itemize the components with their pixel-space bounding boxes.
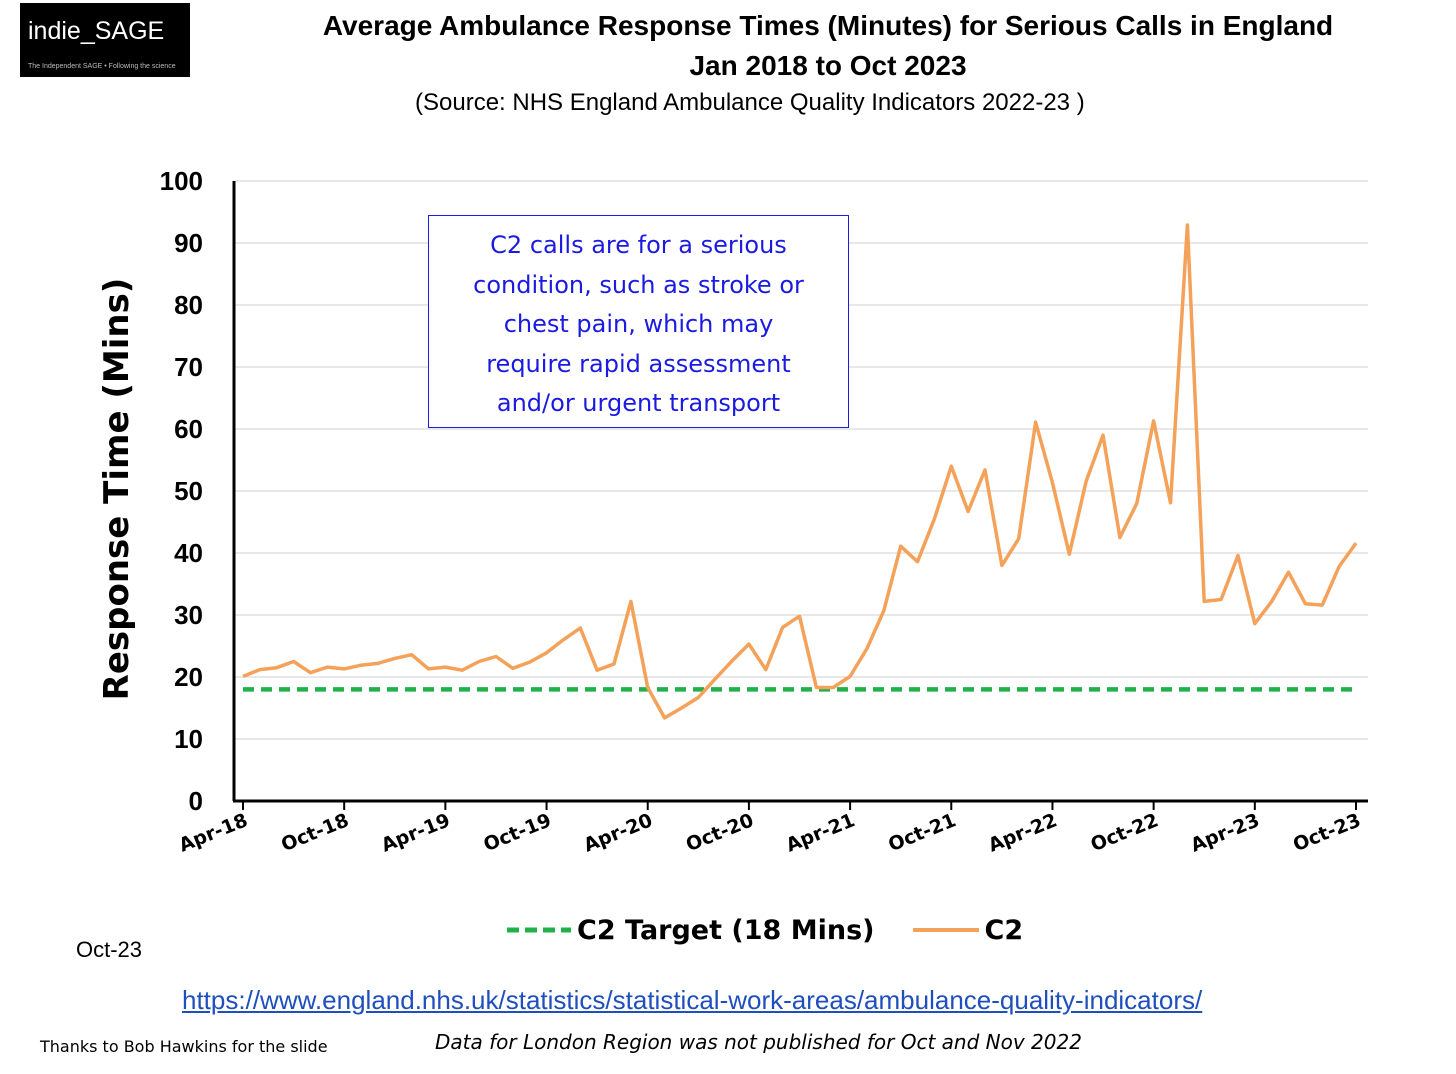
legend-label-c2: C2 bbox=[984, 914, 1024, 946]
x-tick-labels: Apr-18 Oct-18 Apr-19 Oct-19 Apr-20 Oct-20 Apr-… bbox=[176, 801, 1364, 857]
legend-swatch-c2 bbox=[912, 928, 979, 932]
y-tick-label: 80 bbox=[174, 290, 203, 320]
x-tick-label: Apr-23 bbox=[1188, 809, 1263, 856]
y-axis-title: Response Time (Mins) bbox=[97, 278, 137, 701]
indie-sage-logo: indie_SAGE The Independent SAGE • Follow… bbox=[20, 3, 190, 77]
legend-label-target: C2 Target (18 Mins) bbox=[577, 914, 875, 946]
y-tick-label: 20 bbox=[174, 662, 203, 692]
y-tick-label: 100 bbox=[160, 166, 203, 196]
latest-month-note: Oct-23 bbox=[76, 937, 143, 962]
x-tick-label: Oct-21 bbox=[885, 809, 959, 856]
x-tick-label: Oct-23 bbox=[1290, 809, 1364, 856]
x-tick-label: Apr-19 bbox=[378, 809, 453, 856]
y-tick-label: 10 bbox=[174, 724, 203, 754]
y-tick-label: 30 bbox=[174, 600, 203, 630]
slide-credit: Thanks to Bob Hawkins for the slide bbox=[40, 1037, 328, 1056]
x-tick-label: Apr-20 bbox=[581, 809, 656, 856]
london-data-footnote: Data for London Region was not published… bbox=[435, 1030, 1082, 1054]
c2-line bbox=[242, 223, 1358, 720]
x-tick-label: Oct-22 bbox=[1088, 809, 1162, 856]
x-tick-label: Oct-19 bbox=[481, 809, 555, 856]
y-tick-label: 40 bbox=[174, 538, 203, 568]
chart-subtitle: (Source: NHS England Ambulance Quality I… bbox=[415, 89, 1085, 116]
y-tick-label: 50 bbox=[174, 476, 203, 506]
axes bbox=[232, 181, 1368, 803]
callout-line: chest pain, which may bbox=[503, 310, 774, 338]
c2-definition-callout: C2 calls are for a serious condition, su… bbox=[428, 215, 849, 428]
callout-line: require rapid assessment bbox=[486, 349, 791, 378]
x-tick-label: Apr-18 bbox=[176, 809, 251, 856]
x-tick-label: Oct-18 bbox=[278, 809, 352, 856]
chart-title: Average Ambulance Response Times (Minute… bbox=[322, 10, 1334, 41]
callout-line: condition, such as stroke or bbox=[473, 270, 804, 299]
x-tick-label: Apr-22 bbox=[985, 809, 1060, 856]
y-tick-label: 60 bbox=[174, 414, 203, 444]
logo-tagline: The Independent SAGE • Following the sci… bbox=[28, 63, 176, 70]
y-tick-label: 70 bbox=[174, 352, 203, 382]
y-tick-label: 0 bbox=[189, 786, 203, 816]
y-tick-label: 90 bbox=[174, 228, 203, 258]
y-tick-labels: 0 10 20 30 40 50 60 70 80 90 100 bbox=[160, 166, 203, 816]
callout-line: C2 calls are for a serious bbox=[490, 231, 787, 259]
x-tick-label: Oct-20 bbox=[683, 809, 757, 856]
callout-line: and/or urgent transport bbox=[496, 389, 781, 417]
series-c2 bbox=[242, 223, 1358, 720]
x-tick-label: Apr-21 bbox=[783, 809, 858, 856]
legend-swatch-target bbox=[507, 927, 571, 933]
logo-name: indie_SAGE bbox=[28, 17, 165, 45]
chart-title-date-range: Jan 2018 to Oct 2023 bbox=[689, 50, 967, 81]
source-url-link[interactable]: https://www.england.nhs.uk/statistics/st… bbox=[182, 985, 1203, 1015]
chart-legend: C2 Target (18 Mins) C2 bbox=[505, 910, 1023, 950]
